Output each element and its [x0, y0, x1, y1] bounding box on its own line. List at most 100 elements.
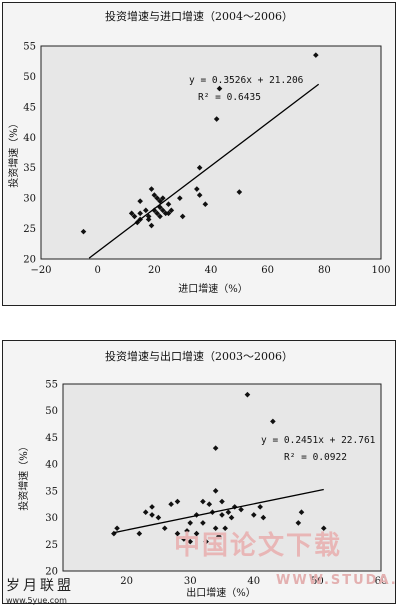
- data-point: [202, 201, 209, 208]
- data-point: [203, 538, 209, 545]
- r-squared: R² = 0.0922: [284, 452, 347, 463]
- data-point: [213, 116, 220, 122]
- data-point: [168, 501, 174, 508]
- x-axis-label: 进口增速（%）: [178, 282, 248, 295]
- chart-panel-import: 投资增速与进口增速（2004～2006） 20 25 30 35 40 45 50 55 −2…: [2, 2, 396, 306]
- y-tick-label: 30: [45, 513, 58, 524]
- data-point: [165, 201, 172, 208]
- data-points: [80, 52, 319, 235]
- data-point: [200, 520, 206, 526]
- data-point: [200, 498, 206, 505]
- data-point: [151, 192, 158, 198]
- data-point: [148, 222, 155, 229]
- data-point: [174, 498, 181, 505]
- y-tick-label: 40: [23, 133, 36, 144]
- y-tick-label: 55: [23, 42, 36, 53]
- y-tick-label: 45: [45, 433, 58, 444]
- data-point: [137, 198, 143, 204]
- data-point: [160, 195, 166, 201]
- x-tick-label: 100: [371, 265, 390, 276]
- data-point: [149, 504, 155, 510]
- trendline: [88, 83, 320, 259]
- data-point: [212, 525, 219, 532]
- y-axis-label: 投资增速（%）: [7, 118, 20, 188]
- data-point: [80, 228, 87, 235]
- data-point: [154, 210, 160, 217]
- data-point: [238, 506, 244, 513]
- data-point: [270, 418, 276, 425]
- data-point: [145, 216, 152, 223]
- data-point: [298, 509, 305, 516]
- x-tick-labels: 20 30 40 50 60: [120, 576, 387, 587]
- y-tick-labels: 20 25 30 35 40 45 50 55: [23, 42, 36, 266]
- data-point: [251, 512, 257, 518]
- data-point: [222, 525, 228, 532]
- chart-panel-export: 投资增速与出口增速（2003～2006） 20 25 30 35 40 45 50 55 20…: [2, 340, 396, 604]
- data-point: [142, 509, 149, 516]
- watermark-site-name: 岁月联盟: [6, 578, 74, 594]
- regression-equation: y = 0.2451x + 22.761: [261, 435, 376, 446]
- y-tick-label: 30: [23, 194, 36, 205]
- r-squared: R² = 0.6435: [198, 92, 261, 103]
- data-point: [179, 213, 186, 220]
- y-tick-label: 25: [23, 224, 36, 235]
- data-point: [236, 189, 243, 195]
- chart-import-svg: 投资增速与进口增速（2004～2006） 20 25 30 35 40 45 50 55 −2…: [7, 9, 391, 295]
- x-tick-label: 40: [205, 265, 218, 276]
- data-point: [149, 512, 155, 518]
- data-point: [136, 530, 143, 537]
- data-point: [114, 525, 120, 532]
- data-point: [206, 501, 213, 508]
- data-point: [168, 207, 175, 214]
- data-point: [137, 210, 143, 217]
- watermark-site-url: www.5yue.com: [6, 596, 67, 605]
- x-tick-label: 30: [184, 576, 197, 587]
- data-point: [143, 207, 149, 214]
- data-point: [177, 195, 183, 201]
- data-point: [155, 514, 162, 521]
- plot-area: [62, 383, 382, 572]
- data-point: [187, 538, 193, 545]
- data-point: [157, 213, 163, 220]
- data-point: [196, 164, 203, 171]
- x-tick-label: 60: [375, 576, 388, 587]
- data-point: [260, 514, 267, 521]
- x-tick-label: −20: [30, 265, 51, 276]
- y-tick-label: 20: [45, 567, 58, 578]
- data-point: [165, 210, 172, 217]
- y-tick-label: 35: [45, 486, 58, 497]
- y-tick-label: 25: [45, 540, 58, 551]
- data-point: [216, 533, 222, 540]
- data-point: [174, 530, 181, 537]
- data-point: [225, 509, 232, 516]
- data-point: [295, 520, 302, 526]
- chart-title: 投资增速与进口增速（2004～2006）: [105, 9, 293, 23]
- y-tick-label: 20: [23, 255, 36, 266]
- regression-equation: y = 0.3526x + 21.206: [189, 75, 304, 86]
- y-tick-label: 35: [23, 163, 36, 174]
- y-axis-label: 投资增速（%）: [17, 441, 30, 511]
- data-point: [216, 85, 223, 92]
- data-point: [193, 530, 200, 537]
- x-tick-label: 40: [247, 576, 260, 587]
- data-point: [313, 52, 319, 58]
- y-tick-label: 45: [23, 102, 36, 113]
- data-point: [145, 213, 152, 220]
- x-axis-label: 出口增速（%）: [186, 586, 256, 599]
- y-tick-label: 40: [45, 460, 58, 471]
- data-point: [160, 207, 166, 214]
- data-point: [194, 186, 200, 192]
- data-point: [161, 525, 168, 532]
- data-point: [320, 525, 327, 532]
- data-point: [162, 210, 169, 217]
- x-tick-label: 60: [261, 265, 274, 276]
- data-point: [228, 514, 235, 521]
- watermark-text: 中国论文下载: [174, 531, 343, 561]
- y-tick-label: 50: [45, 406, 58, 417]
- y-tick-labels: 20 25 30 35 40 45 50 55: [45, 380, 58, 578]
- x-tick-label: 80: [318, 265, 331, 276]
- data-point: [187, 520, 193, 526]
- data-point: [257, 504, 263, 510]
- data-point: [212, 488, 219, 494]
- data-point: [154, 195, 160, 201]
